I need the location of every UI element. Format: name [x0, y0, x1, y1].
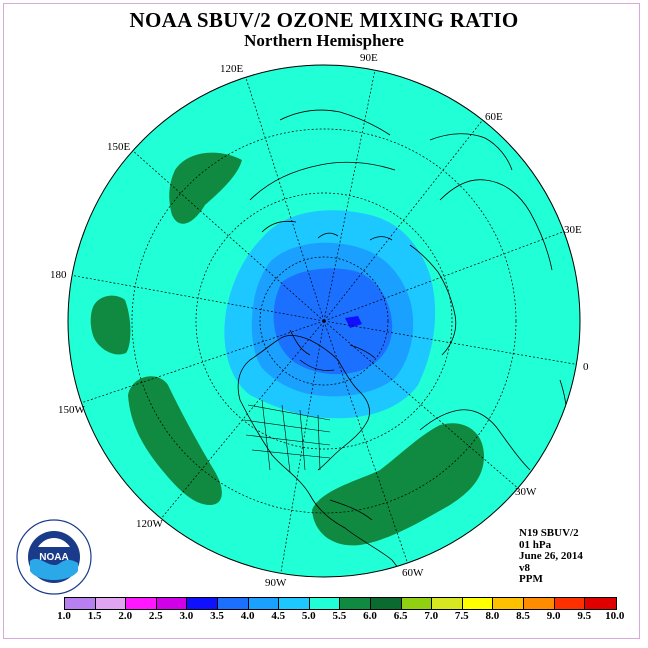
colorbar-cell: [126, 598, 157, 609]
lon-label-30w: 30W: [515, 486, 537, 498]
colorbar-tick-label: 5.0: [301, 610, 316, 622]
logo-text: NOAA: [39, 552, 68, 563]
high-patch-pacific-south: [128, 376, 222, 505]
lon-label-180: 180: [50, 269, 67, 281]
colorbar-tick-label: 8.0: [485, 610, 500, 622]
lon-label-150e: 150E: [107, 141, 131, 153]
colorbar-cell: [493, 598, 524, 609]
lon-label-150w: 150W: [58, 404, 86, 416]
coastlines: [237, 109, 568, 577]
lon-label-60w: 60W: [402, 567, 424, 579]
info-level: 01 hPa: [519, 538, 552, 551]
colorbar-cell: [309, 598, 341, 609]
lon-label-60e: 60E: [485, 111, 503, 123]
colorbar-tick-label: 6.0: [363, 610, 377, 622]
lon-label-90w: 90W: [265, 577, 287, 589]
figure-frame: [3, 3, 640, 639]
info-version: v8: [519, 561, 530, 574]
colorbar-cell: [370, 598, 402, 609]
map-title: NOAA SBUV/2 OZONE MIXING RATIO: [129, 8, 519, 32]
colorbar-tick-label: 4.0: [240, 610, 255, 622]
map-boundary: [67, 64, 581, 578]
lon-label-90e: 90E: [360, 52, 378, 64]
colorbar-tick-label: 10.0: [605, 610, 625, 622]
high-patch-atlantic: [312, 423, 484, 546]
map-subtitle: Northern Hemisphere: [244, 31, 404, 50]
colorbar-tick-label: 8.5: [516, 610, 530, 622]
colorbar-cell: [248, 598, 280, 609]
colorbar-tick-label: 7.0: [424, 610, 439, 622]
lon-label-120w: 120W: [136, 518, 164, 530]
colorbar-cell: [523, 598, 555, 609]
colorbar-tick-label: 3.0: [179, 610, 194, 622]
colorbar-cell: [432, 598, 463, 609]
colorbar-tick-label: 4.5: [271, 610, 286, 622]
colorbar-tick-label: 2.0: [118, 610, 133, 622]
colorbar-cell: [585, 598, 616, 609]
colorbar-cell: [65, 598, 96, 609]
colorbar-tick-label: 1.5: [87, 610, 102, 622]
field-3-0-3-5: [273, 268, 393, 375]
info-units: PPM: [519, 573, 543, 585]
colorbar-cell: [95, 598, 127, 609]
colorbar-tick-label: 9.5: [577, 610, 592, 622]
colorbar-cell: [187, 598, 218, 609]
high-patch-pacific-north: [169, 152, 242, 224]
colorbar-cell: [340, 598, 371, 609]
colorbar-cell: [462, 598, 494, 609]
colorbar-tick-label: 7.5: [454, 610, 469, 622]
colorbar-tick-label: 1.0: [57, 610, 71, 622]
info-date: June 26, 2014: [519, 550, 583, 562]
lon-label-120e: 120E: [220, 63, 244, 75]
colorbar-cell: [156, 598, 188, 609]
info-block: N19 SBUV/2 01 hPa June 26, 2014 v8 PPM: [519, 527, 583, 586]
graticule: [69, 65, 580, 577]
colorbar-tick-label: 9.0: [546, 610, 561, 622]
info-instrument: N19 SBUV/2: [519, 527, 579, 539]
noaa-logo: NOAA: [16, 519, 92, 595]
colorbar-tick-label: 3.5: [210, 610, 224, 622]
colorbar-ticks: 1.0 1.5 2.0 2.5 3.0 3.5 4.0 4.5 5.0 5.5 6.0 6.5 7.0 7…: [52, 610, 624, 624]
colorbar-cell: [554, 598, 586, 609]
high-patch-pacific-west: [90, 295, 131, 355]
colorbar-tick-label: 5.5: [332, 610, 347, 622]
lon-label-30e: 30E: [564, 224, 582, 236]
colorbar-cell: [279, 598, 310, 609]
colorbar-tick-label: 6.5: [393, 610, 408, 622]
lon-label-0: 0: [583, 361, 589, 373]
colorbar-cell: [217, 598, 249, 609]
colorbar-cell: [401, 598, 433, 609]
colorbar: [64, 597, 617, 610]
colorbar-tick-label: 2.5: [148, 610, 163, 622]
